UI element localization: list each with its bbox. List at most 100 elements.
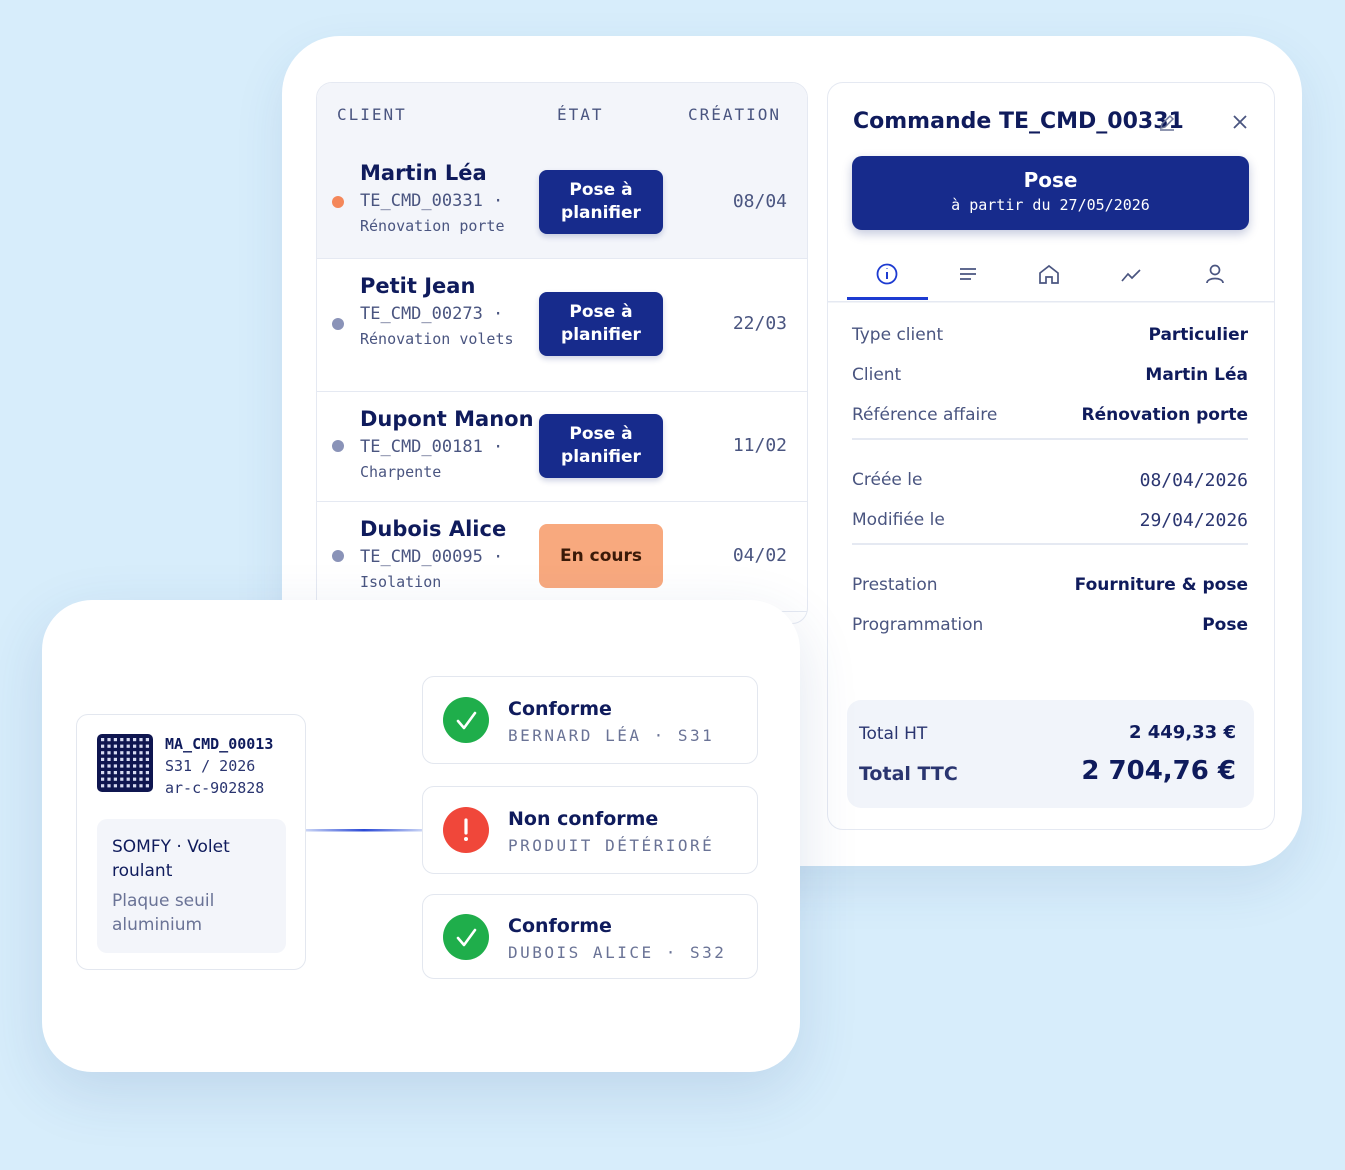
section-divider [852,543,1248,545]
item-code: MA_CMD_00013 [165,735,274,753]
result-glyph [456,711,477,730]
inspection-result: Conforme BERNARD LÉA · S31 [422,676,758,764]
item-reference: ar-c-902828 [165,779,265,797]
tab-site[interactable] [1039,264,1059,284]
matrix-cell [101,738,105,742]
inspection-result: Non conforme PRODUIT DÉTÉRIORÉ [422,786,758,874]
matrix-cell [107,738,111,742]
banner-title: Pose [1023,168,1078,192]
field-label: Client [852,365,902,385]
creation-date: 08/04 [732,191,787,212]
creation-date: 04/02 [732,545,787,566]
column-header: CRÉATION [687,105,781,124]
order-row[interactable]: Martin Léa TE_CMD_00331 · Rénovation porte… [317,145,807,259]
banner-subtitle: à partir du 27/05/2026 [951,196,1150,214]
matrix-cell [139,771,143,775]
matrix-cell [139,784,143,788]
result-status: Conforme [508,698,612,720]
matrix-cell [145,738,149,742]
matrix-cell [126,757,130,761]
matrix-cell [120,771,124,775]
field-value: Martin Léa [1145,365,1248,385]
tab-activity[interactable] [1121,269,1141,282]
result-detail: DUBOIS ALICE · S32 [508,942,727,962]
item-box: MA_CMD_00013 S31 / 2026 ar-c-902828 SOMF… [76,714,306,970]
orders-table: CLIENT ÉTAT CRÉATION Martin Léa TE_CMD_00331… [316,82,808,624]
matrix-cell [113,757,117,761]
inspection-result: Conforme DUBOIS ALICE · S32 [422,894,758,979]
item-code-icon [97,734,153,792]
field-value: Rénovation porte [1081,405,1249,425]
matrix-cell [101,771,105,775]
matrix-cell [120,744,124,748]
order-row[interactable]: Petit Jean TE_CMD_00273 · Rénovation volet… [317,258,807,392]
matrix-cell [107,764,111,768]
result-status: Conforme [508,914,612,937]
edit-icon[interactable] [1158,113,1176,131]
total-label: Total TTC [859,763,958,785]
field-label: Référence affaire [852,405,998,425]
order-description: Charpente [360,463,442,481]
matrix-cell [120,738,124,742]
matrix-cell [145,757,149,761]
matrix-cell [101,744,105,748]
creation-date: 11/02 [732,435,787,456]
matrix-cell [113,784,117,788]
result-icon [443,807,489,853]
result-glyph [464,818,468,841]
status-badge: En cours [539,524,663,588]
result-detail: BERNARD LÉA · S31 [508,726,715,745]
matrix-cell [120,751,124,755]
matrix-cell [107,771,111,775]
matrix-cell [113,738,117,742]
status-dot [332,550,344,562]
matrix-cell [120,757,124,761]
matrix-cell [145,777,149,781]
matrix-cell [139,738,143,742]
matrix-cell [107,784,111,788]
result-icon [443,913,489,960]
matrix-cell [133,738,137,742]
order-row[interactable]: Dupont Manon TE_CMD_00181 · Charpente Pose … [317,391,807,502]
client-name: Dupont Manon [360,407,534,431]
field-label: Prestation [852,575,938,595]
item-product: SOMFY · Volet roulant [112,837,230,881]
close-icon[interactable] [1233,115,1247,129]
matrix-cell [113,744,117,748]
order-reference: TE_CMD_00331 · [360,191,504,211]
result-status: Non conforme [508,808,659,830]
active-tab-indicator [847,297,928,300]
section-divider [852,438,1248,440]
tabs [828,263,1274,303]
result-glyph [456,928,477,946]
tab-info[interactable] [876,263,898,285]
order-detail: Commande TE_CMD_00331 Pose à partir du 2… [827,82,1275,830]
matrix-cell [139,777,143,781]
order-row[interactable]: Dubois Alice TE_CMD_00095 · Isolation En co… [317,501,807,612]
order-description: Isolation [360,573,442,591]
matrix-cell [139,757,143,761]
detail-title: Commande TE_CMD_00331 [853,109,1184,134]
matrix-cell [126,764,130,768]
field-label: Créée le [852,470,923,490]
matrix-cell [126,784,130,788]
order-reference: TE_CMD_00181 · [360,437,504,457]
matrix-cell [101,784,105,788]
matrix-cell [133,777,137,781]
matrix-cell [101,764,105,768]
order-description: Rénovation porte [360,217,505,235]
result-detail: PRODUIT DÉTÉRIORÉ [508,836,715,855]
status-badge: Pose à planifier [539,414,663,478]
matrix-cell [113,777,117,781]
matrix-cell [133,784,137,788]
tab-contact[interactable] [1206,264,1224,284]
matrix-cell [145,744,149,748]
matrix-cell [126,738,130,742]
tab-notes[interactable] [960,268,976,280]
matrix-cell [113,771,117,775]
matrix-cell [107,744,111,748]
total-value: 2 704,76 € [1081,756,1236,786]
matrix-cell [101,757,105,761]
totals-box: Total HT 2 449,33 € Total TTC 2 704,76 € [847,700,1254,808]
